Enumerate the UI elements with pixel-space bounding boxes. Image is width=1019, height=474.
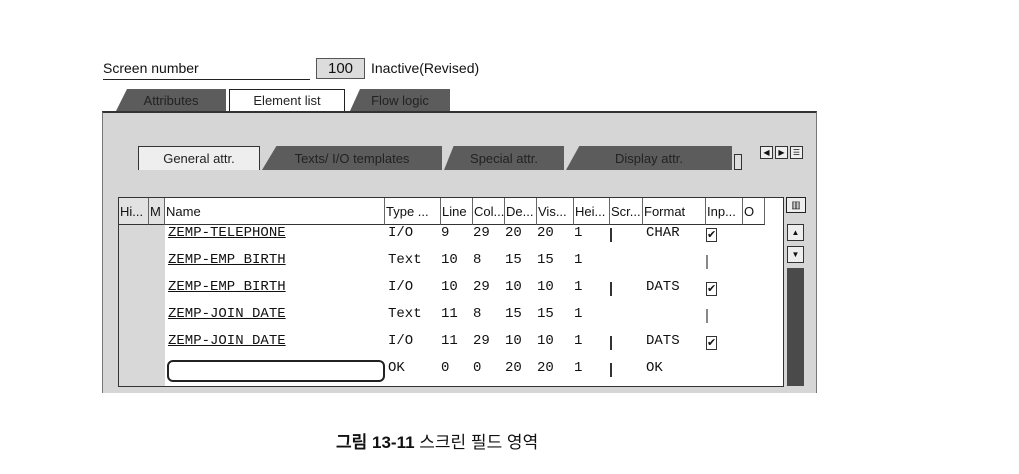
tab-special-attr[interactable]: Special attr.	[444, 146, 564, 170]
figure-title: 스크린 필드 영역	[419, 433, 539, 452]
screen-status: Inactive(Revised)	[371, 60, 480, 76]
col-header-def-length[interactable]: De...	[505, 198, 537, 225]
col-header-format[interactable]: Format	[643, 198, 706, 225]
vertical-scrollbar[interactable]	[787, 268, 804, 386]
col-header-col[interactable]: Col...	[473, 198, 505, 225]
col-header-vis-length[interactable]: Vis...	[537, 198, 574, 225]
col-header-type[interactable]: Type ...	[385, 198, 441, 225]
col-header[interactable]: M	[149, 198, 165, 225]
figure-number: 그림 13-11	[336, 433, 415, 452]
element-table: Hi... M Name Type ... Line Col... De... …	[118, 197, 784, 387]
tab-flow-logic-label: Flow logic	[371, 92, 429, 108]
tab-overflow-indicator	[734, 154, 742, 170]
tab-general-attr-label: General attr.	[163, 151, 235, 166]
col-header-height[interactable]: Hei...	[574, 198, 610, 225]
tab-display-attr-label: Display attr.	[615, 150, 683, 166]
element-grid: Hi... M Name Type ... Line Col... De... …	[119, 198, 765, 386]
tab-scroll-left-icon[interactable]: ◀	[760, 146, 773, 159]
tab-list-icon[interactable]: ☰	[790, 146, 803, 159]
screen-number-field[interactable]: 100	[316, 58, 365, 79]
scroll-down-icon[interactable]: ▼	[787, 246, 804, 263]
tab-texts-io-templates-label: Texts/ I/O templates	[294, 150, 410, 166]
tab-display-attr[interactable]: Display attr.	[566, 146, 732, 170]
tab-flow-logic[interactable]: Flow logic	[350, 89, 450, 111]
figure-caption: 그림 13-11 스크린 필드 영역	[336, 428, 538, 453]
col-header-output[interactable]: O	[743, 198, 765, 225]
tab-scroll-right-icon[interactable]: ▶	[775, 146, 788, 159]
tab-special-attr-label: Special attr.	[470, 150, 538, 166]
tab-attributes[interactable]: Attributes	[116, 89, 226, 111]
scroll-up-icon[interactable]: ▲	[787, 224, 804, 241]
col-header-scroll[interactable]: Scr...	[610, 198, 643, 225]
tab-attributes-label: Attributes	[143, 92, 199, 108]
tab-element-list[interactable]: Element list	[229, 89, 345, 111]
col-header[interactable]: Hi...	[119, 198, 149, 225]
tab-element-list-label: Element list	[253, 93, 321, 108]
tab-general-attr[interactable]: General attr.	[138, 146, 260, 170]
col-header-line[interactable]: Line	[441, 198, 473, 225]
col-header-name[interactable]: Name	[165, 198, 385, 225]
column-settings-icon[interactable]: ▥	[786, 197, 806, 213]
col-header-input[interactable]: Inp...	[706, 198, 743, 225]
screen-number-label: Screen number	[103, 60, 199, 76]
tab-texts-io-templates[interactable]: Texts/ I/O templates	[262, 146, 442, 170]
screen-number-underline	[103, 79, 310, 80]
